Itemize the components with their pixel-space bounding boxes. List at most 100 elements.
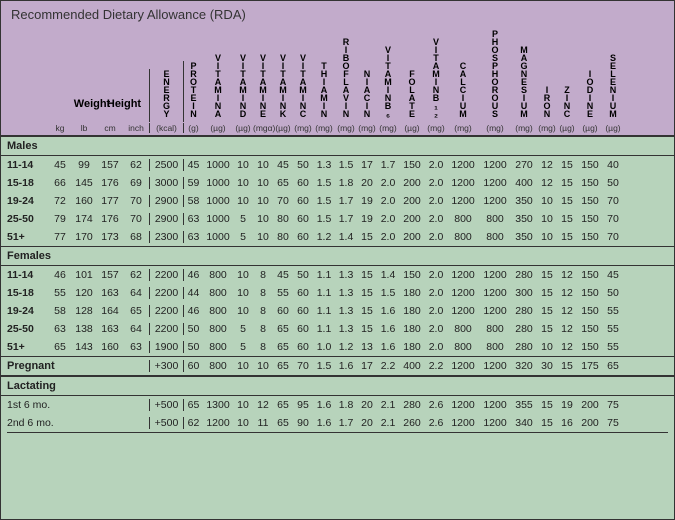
cell-lb: 99 xyxy=(71,159,97,171)
cell-th: 1.6 xyxy=(313,399,335,411)
cell-cm: 160 xyxy=(97,341,123,353)
cell-b6: 2.0 xyxy=(377,231,399,243)
cell-ca: 800 xyxy=(447,231,479,243)
cell-ca: 800 xyxy=(447,323,479,335)
col-header-ni: NIACIN xyxy=(357,69,377,122)
col-unit-b6: (mg) xyxy=(377,123,399,133)
cell-vk: 65 xyxy=(273,323,293,335)
cell-th: 1.2 xyxy=(313,231,335,243)
cell-vc: 60 xyxy=(293,231,313,243)
cell-lb: 143 xyxy=(71,341,97,353)
cell-ca: 1200 xyxy=(447,287,479,299)
col-unit-cm: cm xyxy=(97,123,123,133)
cell-b6: 1.4 xyxy=(377,269,399,281)
cell-en: 2900 xyxy=(149,195,183,207)
cell-fe: 15 xyxy=(537,269,557,281)
col-unit-ca: (mg) xyxy=(447,123,479,133)
col-unit-fe: (mg) xyxy=(537,123,557,133)
cell-kg: 46 xyxy=(49,269,71,281)
col-header-th: THIAMIN xyxy=(313,61,335,122)
col-header-ph: PHOSPHOROUS xyxy=(479,29,511,122)
table-row: 2nd 6 mo.+500621200101165901.61.7202.126… xyxy=(1,414,674,432)
cell-pr: 44 xyxy=(183,287,203,299)
header-row: WeightHeightENERGYPROTEINVITAMINAVITAMIN… xyxy=(1,27,674,123)
cell-fo: 260 xyxy=(399,417,425,429)
cell-mg: 350 xyxy=(511,213,537,225)
cell-ph: 1200 xyxy=(479,269,511,281)
cell-b6: 1.6 xyxy=(377,341,399,353)
cell-se: 45 xyxy=(603,269,623,281)
cell-cm: 177 xyxy=(97,195,123,207)
cell-th: 1.5 xyxy=(313,195,335,207)
cell-ve: 10 xyxy=(253,177,273,189)
cell-fo: 180 xyxy=(399,341,425,353)
cell-vd: 10 xyxy=(233,417,253,429)
cell-age: 1st 6 mo. xyxy=(7,399,149,411)
col-header-fo: FOLATE xyxy=(399,69,425,122)
cell-mg: 280 xyxy=(511,305,537,317)
col-unit-zn: (µg) xyxy=(557,123,577,133)
cell-lb: 145 xyxy=(71,177,97,189)
cell-ph: 1200 xyxy=(479,360,511,372)
cell-vc: 60 xyxy=(293,305,313,317)
col-unit-th: (mg) xyxy=(313,123,335,133)
cell-fe: 10 xyxy=(537,213,557,225)
col-unit-en: (kcal) xyxy=(149,123,183,133)
col-unit-vk: (µg) xyxy=(273,123,293,133)
cell-b12: 2.0 xyxy=(425,159,447,171)
section-lactating: Lactating xyxy=(1,376,674,396)
cell-ve: 10 xyxy=(253,360,273,372)
cell-age: 11-14 xyxy=(7,269,49,281)
cell-vk: 65 xyxy=(273,177,293,189)
cell-vk: 80 xyxy=(273,231,293,243)
cell-vc: 50 xyxy=(293,269,313,281)
cell-inch: 62 xyxy=(123,159,149,171)
cell-zn: 15 xyxy=(557,159,577,171)
cell-fo: 280 xyxy=(399,399,425,411)
cell-age: 2nd 6 mo. xyxy=(7,417,149,429)
cell-ph: 1200 xyxy=(479,399,511,411)
cell-kg: 58 xyxy=(49,305,71,317)
section-pregnant: Pregnant+30060800101065701.51.6172.24002… xyxy=(1,356,674,376)
cell-fe: 15 xyxy=(537,417,557,429)
col-header-va: VITAMINA xyxy=(203,53,233,122)
cell-vd: 5 xyxy=(233,323,253,335)
cell-rb: 1.7 xyxy=(335,213,357,225)
cell-va: 800 xyxy=(203,360,233,372)
cell-vk: 65 xyxy=(273,399,293,411)
cell-fo: 180 xyxy=(399,323,425,335)
col-header-en: ENERGY xyxy=(149,69,183,122)
col-header-vc: VITAMINC xyxy=(293,53,313,122)
col-unit-se: (µg) xyxy=(603,123,623,133)
cell-en: 2300 xyxy=(149,231,183,243)
cell-pr: 65 xyxy=(183,399,203,411)
cell-ni: 15 xyxy=(357,323,377,335)
cell-inch: 64 xyxy=(123,323,149,335)
cell-b12: 2.0 xyxy=(425,231,447,243)
cell-vd: 10 xyxy=(233,287,253,299)
cell-vk: 45 xyxy=(273,269,293,281)
cell-inch: 63 xyxy=(123,341,149,353)
cell-kg: 45 xyxy=(49,159,71,171)
cell-va: 800 xyxy=(203,287,233,299)
cell-fo: 400 xyxy=(399,360,425,372)
cell-fo: 200 xyxy=(399,177,425,189)
cell-rb: 1.3 xyxy=(335,287,357,299)
cell-pr: 63 xyxy=(183,213,203,225)
cell-mg: 320 xyxy=(511,360,537,372)
cell-age: 51+ xyxy=(7,231,49,243)
cell-ph: 1200 xyxy=(479,195,511,207)
cell-zn: 12 xyxy=(557,305,577,317)
table-row: 25-5063138163642200508005865601.11.3151.… xyxy=(1,320,674,338)
cell-io: 150 xyxy=(577,305,603,317)
cell-cm: 157 xyxy=(97,159,123,171)
cell-ph: 800 xyxy=(479,213,511,225)
cell-ca: 1200 xyxy=(447,269,479,281)
cell-pr: 63 xyxy=(183,231,203,243)
col-header-ve: VITAMINE xyxy=(253,53,273,122)
cell-se: 50 xyxy=(603,177,623,189)
cell-pr: 62 xyxy=(183,417,203,429)
cell-rb: 1.7 xyxy=(335,417,357,429)
section-title: Lactating xyxy=(7,380,207,392)
cell-b6: 2.0 xyxy=(377,195,399,207)
